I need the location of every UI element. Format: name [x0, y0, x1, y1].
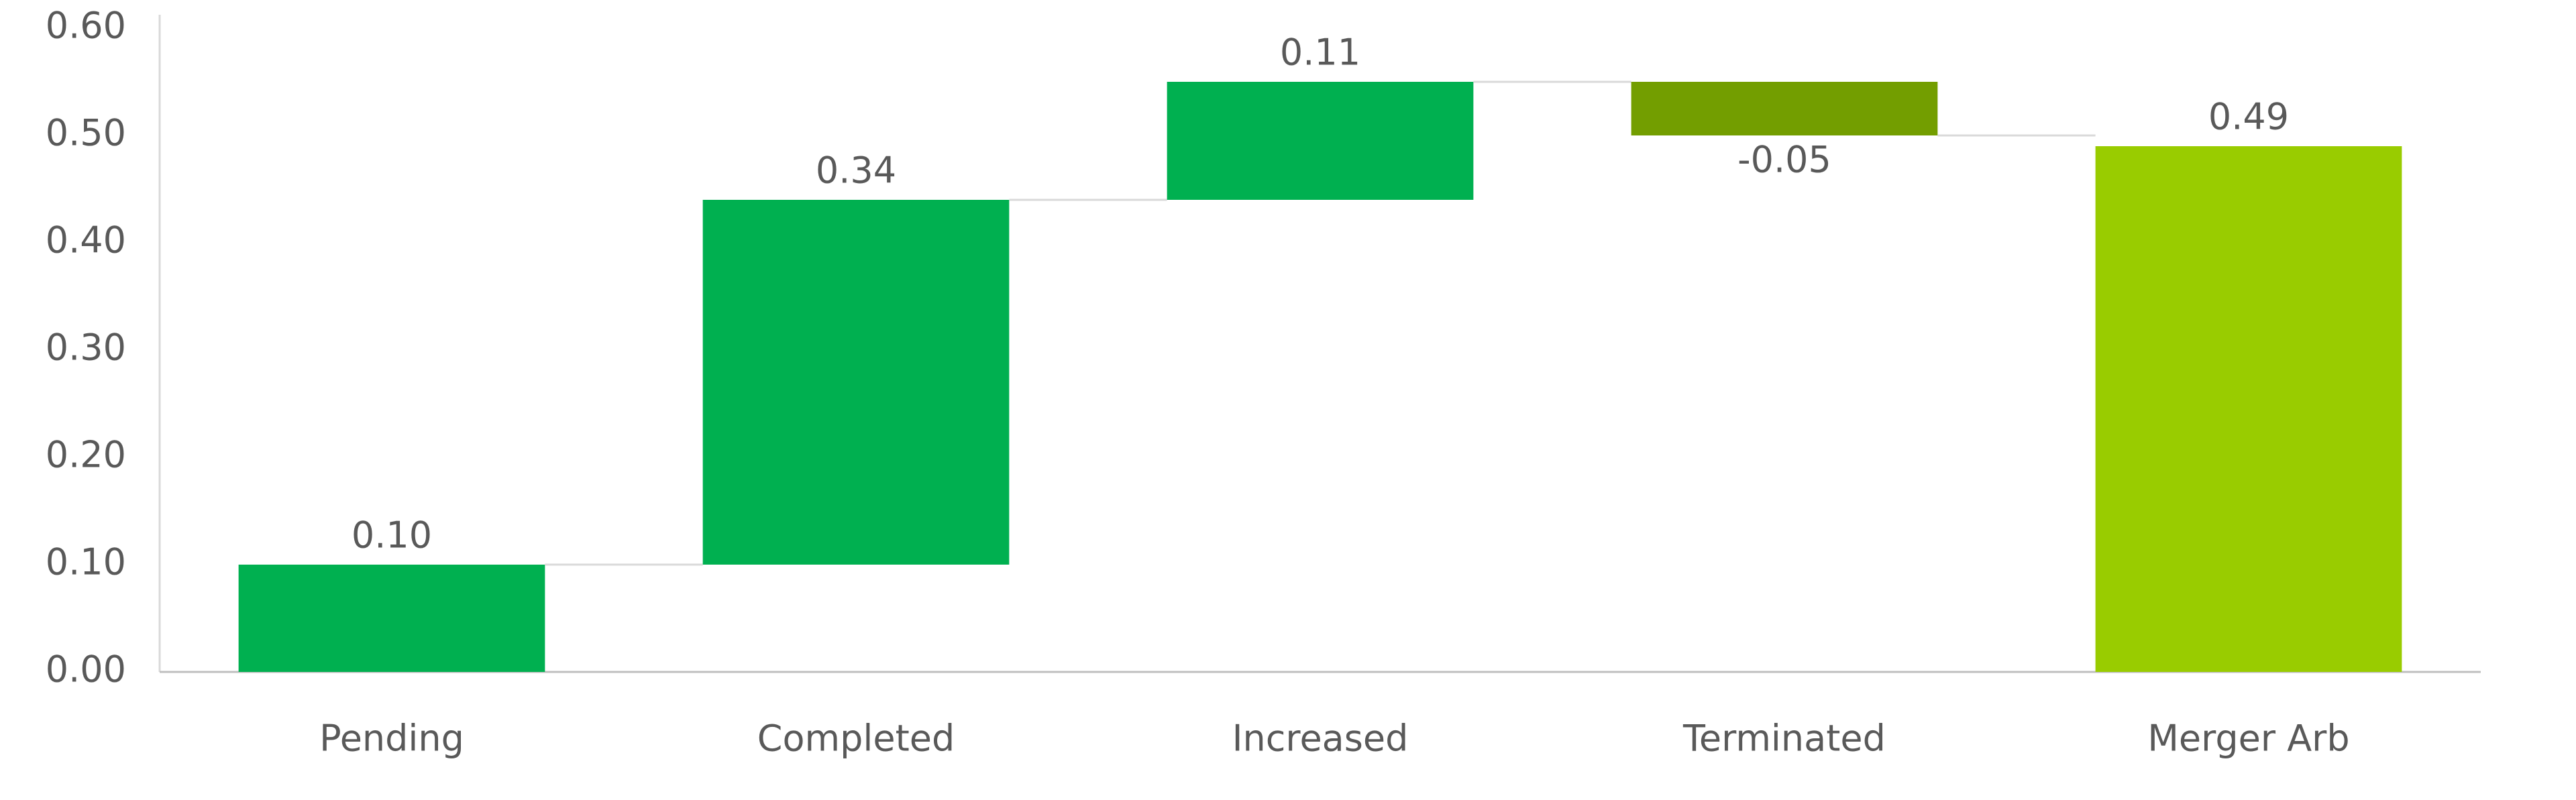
- bar: [702, 200, 1010, 565]
- x-tick-label: Terminated: [1682, 718, 1886, 760]
- total-bar: [2095, 146, 2402, 672]
- x-tick-label: Increased: [1232, 718, 1409, 760]
- value-label: 0.10: [352, 514, 432, 557]
- y-tick-label: 0.10: [46, 541, 126, 583]
- value-label: -0.05: [1737, 139, 1831, 181]
- bar: [1167, 82, 1474, 200]
- value-label: 0.34: [816, 150, 896, 192]
- x-tick-label: Pending: [319, 718, 464, 760]
- value-label: 0.11: [1280, 32, 1360, 74]
- bar: [1631, 82, 1938, 135]
- value-label: 0.49: [2208, 96, 2289, 138]
- y-tick-label: 0.30: [46, 327, 126, 369]
- y-tick-label: 0.60: [46, 5, 126, 47]
- y-tick-label: 0.50: [46, 112, 126, 154]
- x-tick-label: Completed: [757, 718, 955, 760]
- y-tick-label: 0.40: [46, 219, 126, 262]
- x-tick-label: Merger Arb: [2147, 718, 2349, 760]
- y-tick-label: 0.00: [46, 648, 126, 691]
- bar: [238, 565, 545, 672]
- y-tick-label: 0.20: [46, 434, 126, 476]
